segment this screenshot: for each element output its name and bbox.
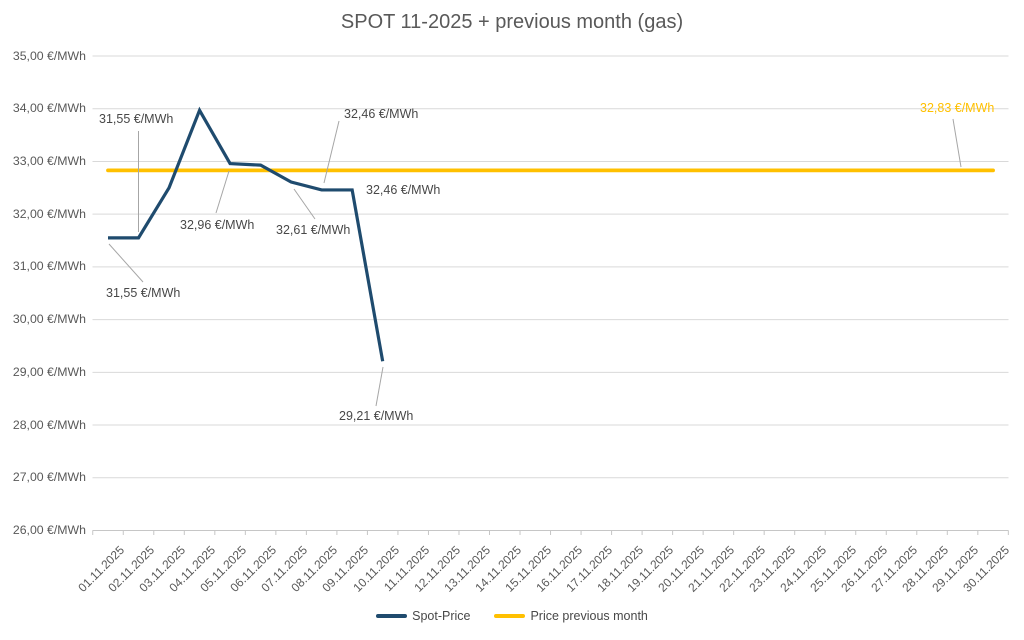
spot-price-line <box>108 106 385 362</box>
chart-title: SPOT 11-2025 + previous month (gas) <box>340 11 684 33</box>
annotation-leader-line <box>952 118 962 168</box>
y-axis-tick-label: 33,00 €/MWh <box>12 153 86 168</box>
y-axis-tick-label: 27,00 €/MWh <box>12 470 86 485</box>
y-axis-tick-label: 26,00 €/MWh <box>12 523 86 537</box>
spot-price-value-label: 31,55 €/MWh <box>106 286 181 300</box>
annotation-leader-line <box>215 170 230 214</box>
y-axis-tick-label: 35,00 €/MWh <box>12 48 86 63</box>
y-axis-tick-label: 34,00 €/MWh <box>12 101 86 116</box>
annotation-leader-line <box>375 366 384 407</box>
spot-price-value-label: 32,46 €/MWh <box>366 183 441 197</box>
prev-month-line-swatch-icon <box>494 614 526 618</box>
spot-price-line-swatch-icon <box>376 614 408 618</box>
y-axis-tick-label: 31,00 €/MWh <box>12 259 86 274</box>
prev-month-value-label: 32,83 €/MWh <box>920 101 995 115</box>
legend-item-spot-price: Spot-Price <box>376 609 470 623</box>
legend-item-prev-month: Price previous month <box>494 609 648 623</box>
y-axis-tick-label: 29,00 €/MWh <box>12 364 86 379</box>
legend: Spot-Price Price previous month <box>0 609 1024 623</box>
legend-label-prev-month: Price previous month <box>530 609 648 623</box>
spot-price-value-label: 32,96 €/MWh <box>180 218 255 232</box>
spot-price-value-label: 32,61 €/MWh <box>276 223 351 237</box>
legend-label-spot-price: Spot-Price <box>412 609 471 623</box>
annotation-leader-line <box>293 188 316 220</box>
spot-price-value-label: 29,21 €/MWh <box>339 409 414 423</box>
spot-price-value-label: 31,55 €/MWh <box>99 112 174 126</box>
y-axis-tick-label: 28,00 €/MWh <box>12 417 86 432</box>
y-axis-tick-label: 30,00 €/MWh <box>12 312 86 327</box>
annotation-leader-line <box>323 120 340 184</box>
annotation-leader-line <box>108 243 144 283</box>
spot-price-value-label: 32,46 €/MWh <box>344 107 419 121</box>
y-axis-tick-label: 32,00 €/MWh <box>12 206 86 221</box>
